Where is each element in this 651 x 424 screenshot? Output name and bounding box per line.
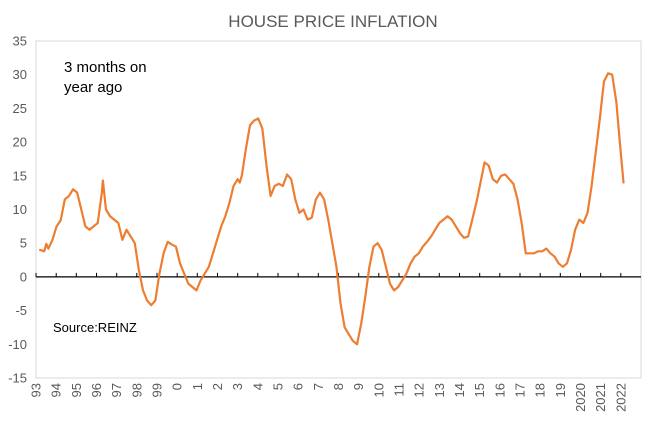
x-tick-label: 93 xyxy=(29,383,44,397)
x-tick-label: 2 xyxy=(210,383,225,390)
annotation-line-2: year ago xyxy=(64,79,122,96)
x-tick-label: 0 xyxy=(170,383,185,390)
x-tick-label: 13 xyxy=(432,383,447,397)
x-tick-label: 19 xyxy=(553,383,568,397)
series-line xyxy=(39,72,625,346)
y-tick-label: 10 xyxy=(13,202,27,217)
x-tick-label: 5 xyxy=(271,383,286,390)
x-tick-label: 15 xyxy=(472,383,487,397)
chart-title: HOUSE PRICE INFLATION xyxy=(228,12,437,31)
x-tick-label: 98 xyxy=(129,383,144,397)
y-tick-label: 20 xyxy=(13,135,27,150)
x-tick-label: 14 xyxy=(452,383,467,397)
x-tick-label: 99 xyxy=(150,383,165,397)
x-tick-label: 3 xyxy=(230,383,245,390)
x-tick-label: 2020 xyxy=(573,383,588,412)
x-tick-label: 94 xyxy=(49,383,64,397)
x-tick-label: 4 xyxy=(250,383,265,390)
x-tick-label: 8 xyxy=(331,383,346,390)
x-tick-label: 95 xyxy=(69,383,84,397)
y-tick-label: -15 xyxy=(8,371,27,386)
source-label: Source:REINZ xyxy=(53,320,137,335)
x-tick-label: 16 xyxy=(492,383,507,397)
x-tick-label: 96 xyxy=(89,383,104,397)
y-tick-label: 35 xyxy=(13,34,27,49)
x-tick-label: 97 xyxy=(109,383,124,397)
y-tick-label: 0 xyxy=(20,269,27,284)
x-tick-label: 2022 xyxy=(613,383,628,412)
x-tick-label: 10 xyxy=(371,383,386,397)
annotation-line-1: 3 months on xyxy=(64,59,147,76)
y-tick-label: -10 xyxy=(8,337,27,352)
x-tick-label: 6 xyxy=(291,383,306,390)
y-tick-label: 5 xyxy=(20,236,27,251)
x-tick-label: 9 xyxy=(351,383,366,390)
x-tick-label: 17 xyxy=(513,383,528,397)
x-tick-label: 1 xyxy=(190,383,205,390)
plot-area-frame xyxy=(35,40,642,379)
y-tick-label: 30 xyxy=(13,67,27,82)
y-tick-label: 15 xyxy=(13,168,27,183)
x-tick-label: 7 xyxy=(311,383,326,390)
y-tick-label: -5 xyxy=(15,303,27,318)
x-tick-label: 11 xyxy=(392,383,407,397)
x-tick-label: 12 xyxy=(412,383,427,397)
x-tick-label: 2021 xyxy=(593,383,608,412)
y-tick-label: 25 xyxy=(13,101,27,116)
x-tick-label: 18 xyxy=(533,383,548,397)
